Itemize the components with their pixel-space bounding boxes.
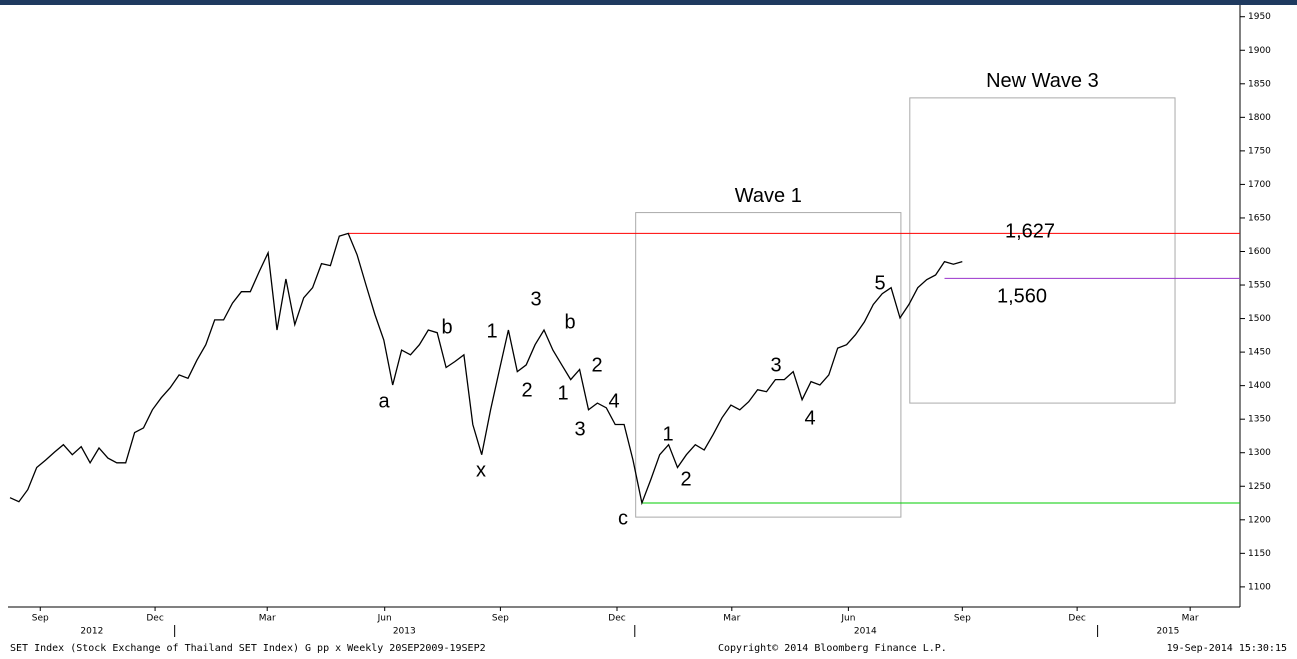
x-tick-label: Mar bbox=[723, 614, 740, 624]
y-tick-label: 1900 bbox=[1248, 46, 1271, 56]
x-tick-label: Sep bbox=[32, 614, 49, 624]
y-tick-label: 1250 bbox=[1248, 482, 1271, 492]
y-tick-label: 1950 bbox=[1248, 12, 1271, 22]
footer-text: Copyright© 2014 Bloomberg Finance L.P. bbox=[718, 643, 947, 654]
y-tick-label: 1150 bbox=[1248, 549, 1271, 559]
x-tick-label: Mar bbox=[259, 614, 276, 624]
x-tick-label: Sep bbox=[954, 614, 971, 624]
year-label: 2012 bbox=[80, 627, 103, 637]
wave-label: x bbox=[476, 459, 486, 481]
box-label: New Wave 3 bbox=[986, 70, 1099, 92]
wave-label: 2 bbox=[591, 354, 602, 376]
y-tick-label: 1600 bbox=[1248, 247, 1271, 257]
wave-label: 3 bbox=[770, 354, 781, 376]
x-tick-label: Jun bbox=[377, 614, 392, 624]
x-tick-label: Dec bbox=[146, 614, 163, 624]
y-tick-label: 1400 bbox=[1248, 381, 1271, 391]
wave-label: 4 bbox=[608, 390, 619, 412]
wave-label: a bbox=[378, 390, 390, 412]
wave-label: 1 bbox=[557, 382, 568, 404]
box-label: Wave 1 bbox=[735, 185, 802, 207]
wave-label: b bbox=[441, 316, 452, 338]
y-tick-label: 1650 bbox=[1248, 213, 1271, 223]
wave-label: 5 bbox=[874, 272, 885, 294]
wave-label: 4 bbox=[804, 407, 815, 429]
year-label: 2015 bbox=[1156, 627, 1179, 637]
wave-label: 2 bbox=[680, 468, 691, 490]
y-tick-label: 1700 bbox=[1248, 180, 1271, 190]
y-tick-label: 1550 bbox=[1248, 281, 1271, 291]
price-line bbox=[9, 232, 963, 506]
year-label: 2014 bbox=[854, 627, 877, 637]
wave-label: 1 bbox=[486, 320, 497, 342]
y-tick-label: 1850 bbox=[1248, 79, 1271, 89]
wave-label: c bbox=[618, 507, 628, 529]
y-tick-label: 1750 bbox=[1248, 146, 1271, 156]
wave-box bbox=[635, 212, 902, 518]
wave-label: 3 bbox=[574, 418, 585, 440]
footer-text: SET Index (Stock Exchange of Thailand SE… bbox=[10, 643, 486, 654]
top-bar bbox=[0, 0, 1297, 5]
y-tick-label: 1800 bbox=[1248, 113, 1271, 123]
wave-label: 1 bbox=[662, 423, 673, 445]
x-tick-label: Mar bbox=[1182, 614, 1199, 624]
y-tick-label: 1300 bbox=[1248, 448, 1271, 458]
reference-label: 1,560 bbox=[997, 285, 1047, 307]
x-tick-label: Sep bbox=[492, 614, 509, 624]
wave-label: 2 bbox=[521, 379, 532, 401]
year-label: 2013 bbox=[393, 627, 416, 637]
wave-label: 3 bbox=[530, 288, 541, 310]
wave-box bbox=[909, 97, 1176, 404]
y-tick-label: 1100 bbox=[1248, 582, 1271, 592]
footer-text: 19-Sep-2014 15:30:15 bbox=[1167, 643, 1287, 654]
y-tick-label: 1450 bbox=[1248, 348, 1271, 358]
y-tick-label: 1350 bbox=[1248, 415, 1271, 425]
x-tick-label: Dec bbox=[608, 614, 625, 624]
x-tick-label: Jun bbox=[840, 614, 855, 624]
reference-label: 1,627 bbox=[1005, 220, 1055, 242]
y-tick-label: 1500 bbox=[1248, 314, 1271, 324]
y-tick-label: 1200 bbox=[1248, 515, 1271, 525]
x-tick-label: Dec bbox=[1068, 614, 1085, 624]
wave-label: b bbox=[564, 311, 575, 333]
